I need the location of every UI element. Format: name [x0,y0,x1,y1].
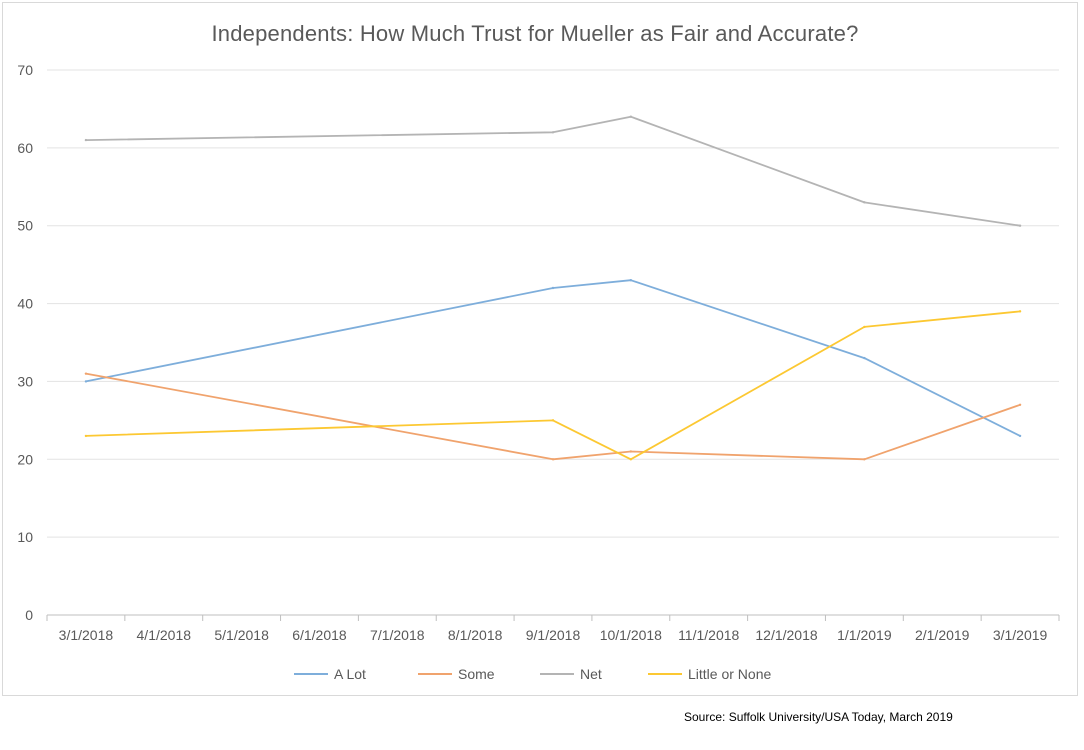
x-tick-label: 12/1/2018 [755,627,817,643]
legend-label-some: Some [458,666,495,682]
x-tick-label: 3/1/2018 [59,627,114,643]
y-tick-label: 60 [17,140,33,156]
data-point-net [863,201,866,204]
x-tick-label: 5/1/2018 [214,627,269,643]
data-point-net [551,131,555,134]
data-point-a-lot [84,380,88,383]
x-tick-label: 7/1/2018 [370,627,425,643]
x-tick-label: 8/1/2018 [448,627,503,643]
x-tick-label: 1/1/2019 [837,627,892,643]
x-tick-label: 10/1/2018 [600,627,662,643]
data-point-some [551,458,555,461]
chart-svg: 0 10 20 30 40 50 60 70 3/1/2018 4/1/2018 5/1/2018 6… [17,62,1060,682]
data-point-little-or-none [629,458,633,461]
legend-label-a-lot: A Lot [334,666,366,682]
x-tick-label: 6/1/2018 [292,627,347,643]
data-point-net [629,115,633,118]
x-tick-label: 4/1/2018 [137,627,192,643]
data-point-a-lot [863,356,866,360]
data-point-net [1018,224,1022,227]
y-tick-label: 20 [17,451,33,467]
chart-title: Independents: How Much Trust for Mueller… [211,21,859,46]
x-tick-label: 3/1/2019 [993,627,1048,643]
data-point-little-or-none [1018,310,1022,313]
data-point-a-lot [551,286,555,290]
x-tick-label: 9/1/2018 [526,627,581,643]
x-tick-label: 11/1/2018 [678,627,739,643]
data-point-little-or-none [84,434,88,438]
source-note: Source: Suffolk University/USA Today, Ma… [684,710,953,724]
data-point-little-or-none [551,419,555,422]
chart-frame: Independents: How Much Trust for Mueller… [2,2,1078,696]
data-point-some [629,450,633,453]
data-point-net [84,138,88,142]
series-line-some [85,372,1021,461]
data-point-a-lot [629,279,633,282]
y-tick-label: 40 [17,296,33,312]
y-tick-label: 50 [17,218,33,234]
data-point-little-or-none [863,325,866,329]
y-tick-label: 30 [17,373,33,389]
y-tick-label: 10 [17,529,33,545]
data-point-some [1018,403,1022,406]
legend-label-little-or-none: Little or None [688,666,771,682]
y-tick-label: 0 [25,607,33,623]
y-tick-label: 70 [17,62,33,78]
legend-label-net: Net [580,666,602,682]
data-point-some [863,458,866,461]
data-point-some [84,372,88,375]
series-line-little-or-none [85,310,1021,461]
data-point-a-lot [1018,434,1022,438]
x-tick-label: 2/1/2019 [915,627,970,643]
